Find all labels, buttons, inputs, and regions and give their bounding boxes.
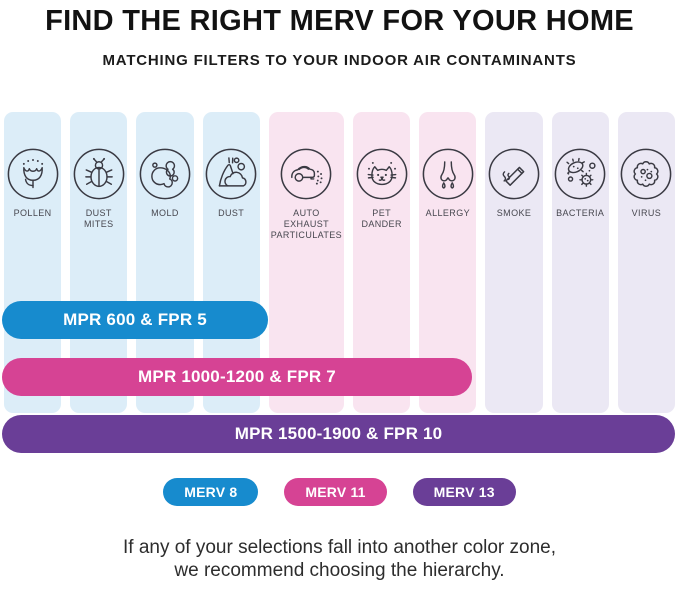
legend-pill-merv8: MERV 8	[163, 478, 259, 506]
column-label-allergy: ALLERGY	[425, 208, 470, 218]
smoke-icon	[487, 147, 541, 201]
column-label-dust: DUST	[218, 208, 245, 218]
bar-merv8: MPR 600 & FPR 5	[2, 301, 268, 339]
dust-icon	[204, 147, 258, 201]
pollen-icon	[6, 147, 60, 201]
bar-merv13: MPR 1500-1900 & FPR 10	[2, 415, 675, 453]
legend-label-merv13: MERV 13	[433, 484, 495, 500]
column-label-bacteria: BACTERIA	[556, 208, 605, 218]
column-label-pollen: POLLEN	[13, 208, 52, 218]
page-title: FIND THE RIGHT MERV FOR YOUR HOME	[45, 5, 634, 37]
column-label-auto-exhaust: AUTO EXHAUST PARTICULATES	[270, 208, 343, 240]
footer-note: If any of your selections fall into anot…	[0, 536, 679, 582]
legend-label-merv8: MERV 8	[184, 484, 238, 500]
pet-dander-icon	[355, 147, 409, 201]
allergy-icon	[421, 147, 475, 201]
column-label-smoke: SMOKE	[496, 208, 532, 218]
column-label-dust-mites: DUST MITES	[84, 208, 114, 229]
column-bacteria: BACTERIA	[551, 112, 609, 413]
footer-line-1: If any of your selections fall into anot…	[122, 537, 557, 558]
merv-chart: POLLEN DUST MITES	[0, 112, 679, 453]
merv-legend: MERV 8 MERV 11 MERV 13	[0, 478, 679, 506]
auto-exhaust-icon	[279, 147, 333, 201]
bar-merv13-label: MPR 1500-1900 & FPR 10	[234, 424, 443, 443]
legend-label-merv11: MERV 11	[305, 484, 366, 500]
dust-mites-icon	[72, 147, 126, 201]
legend-pill-merv13: MERV 13	[412, 478, 516, 506]
legend-pill-merv11: MERV 11	[284, 478, 387, 506]
column-label-virus: VIRUS	[631, 208, 662, 218]
virus-icon	[619, 147, 673, 201]
mold-icon	[138, 147, 192, 201]
footer-line-2: we recommend choosing the hierarchy.	[174, 560, 505, 581]
column-label-mold: MOLD	[151, 208, 179, 218]
column-virus: VIRUS	[617, 112, 675, 413]
bar-merv11-label: MPR 1000-1200 & FPR 7	[138, 367, 336, 386]
bar-merv8-label: MPR 600 & FPR 5	[63, 310, 207, 329]
page-subtitle: MATCHING FILTERS TO YOUR INDOOR AIR CONT…	[102, 52, 577, 69]
column-smoke: SMOKE	[485, 112, 543, 413]
column-label-pet-dander: PET DANDER	[361, 208, 402, 229]
bacteria-icon	[553, 147, 607, 201]
bar-merv11: MPR 1000-1200 & FPR 7	[2, 358, 472, 396]
